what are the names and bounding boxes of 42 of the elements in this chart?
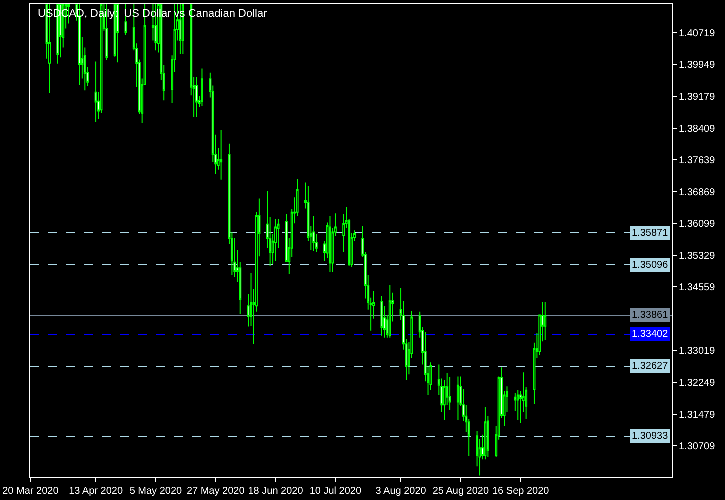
y-tick-label: 1.37639 (679, 156, 716, 167)
y-tick-label: 1.38409 (679, 124, 716, 135)
ref-line-label: 1.30933 (632, 431, 669, 442)
x-tick-label: 13 Apr 2020 (69, 486, 124, 497)
x-tick-label: 10 Jul 2020 (310, 486, 362, 497)
y-tick-label: 1.35329 (679, 250, 716, 262)
ref-line-label: 1.35871 (632, 228, 669, 239)
y-tick-label: 1.32249 (679, 378, 716, 390)
candlestick (220, 130, 223, 180)
candlestick (456, 376, 460, 421)
candlestick (94, 61, 98, 123)
candlestick (516, 390, 520, 421)
candlestick (312, 216, 316, 252)
x-tick-label: 27 May 2020 (186, 486, 246, 497)
candlestick (484, 406, 487, 460)
ref-line-label: 1.35096 (632, 260, 669, 271)
y-tick-label: 1.36099 (679, 219, 716, 230)
candlestick (380, 296, 384, 336)
x-tick-label: 20 Mar 2020 (2, 486, 60, 497)
y-tick-label: 1.40719 (679, 28, 716, 40)
candlestick (274, 218, 278, 262)
y-tick-label: 1.39949 (679, 60, 716, 72)
y-tick-label: 1.30709 (679, 442, 716, 453)
y-tick-label: 1.34559 (679, 282, 716, 294)
y-tick-label: 1.39179 (679, 92, 716, 103)
candlestick (388, 284, 392, 338)
x-tick-label: 5 May 2020 (130, 486, 183, 497)
candlestick (200, 68, 204, 106)
candlestick (328, 216, 332, 273)
x-tick-label: 25 Aug 2020 (432, 486, 490, 497)
x-tick-label: 3 Aug 2020 (376, 486, 427, 497)
x-tick-label: 16 Sep 2020 (492, 486, 550, 497)
candlestick (196, 76, 198, 118)
ref-line-label: 1.32627 (632, 361, 669, 372)
y-tick-label: 1.36869 (679, 187, 716, 198)
candlestick (448, 377, 452, 411)
candlestick (544, 302, 547, 340)
x-tick-label: 18 Jun 2020 (248, 486, 304, 497)
ref-line-label: 1.33861 (632, 310, 669, 321)
y-tick-label: 1.31479 (679, 410, 716, 421)
ref-line-label: 1.33402 (632, 329, 669, 340)
y-tick-label: 1.33019 (679, 346, 716, 358)
